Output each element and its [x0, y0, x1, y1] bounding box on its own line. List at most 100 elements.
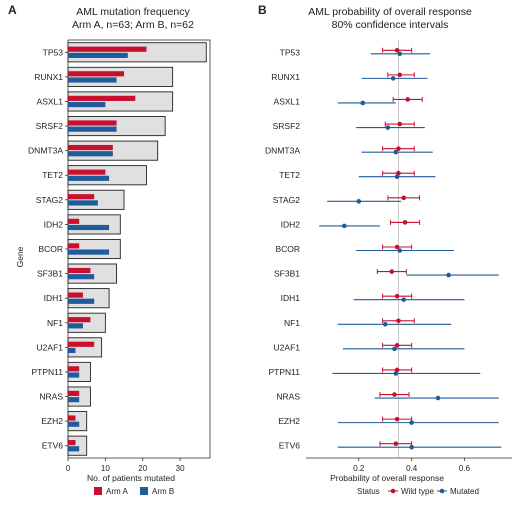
- arm-a-bar: [68, 292, 83, 298]
- mutated-point: [409, 420, 414, 425]
- total-bar: [67, 386, 91, 407]
- arm-b-bar: [68, 347, 76, 354]
- gene-label: NF1: [284, 318, 300, 328]
- arm-a-bar: [68, 243, 80, 249]
- arm-a-bar: [68, 218, 80, 224]
- gene-label: PTPN11: [269, 367, 301, 377]
- arm-a-bar: [68, 169, 106, 175]
- total-bar: [67, 42, 207, 63]
- wild-type-point: [394, 367, 400, 373]
- arm-b-bar: [68, 372, 80, 378]
- panel-a-label: A: [8, 3, 17, 17]
- gene-label: NRAS: [276, 392, 300, 402]
- wild-type-point: [393, 441, 399, 447]
- gene-label: IDH2: [44, 219, 64, 229]
- arm-b-bar: [68, 101, 106, 108]
- arm-a-bar: [68, 194, 95, 200]
- panel-a-title: AML mutation frequency: [76, 6, 190, 18]
- x-tick-label: 30: [176, 464, 185, 473]
- total-bar: [67, 214, 121, 235]
- arm-b-bar: [68, 52, 128, 58]
- legend-arm-b-swatch: [140, 487, 148, 495]
- arm-b-bar: [68, 175, 110, 181]
- arm-b-bar: [68, 200, 98, 206]
- gene-label: PTPN11: [32, 367, 64, 377]
- arm-a-bar: [68, 415, 76, 421]
- gene-label: ASXL1: [37, 96, 64, 106]
- wild-type-point: [396, 146, 401, 151]
- legend-title: Status: [357, 487, 380, 496]
- total-bar: [67, 361, 91, 382]
- gene-label: EZH2: [41, 416, 63, 426]
- mutated-point: [446, 272, 451, 278]
- arm-b-bar: [68, 224, 110, 231]
- mutated-point: [393, 371, 399, 376]
- arm-a-bar: [68, 390, 80, 397]
- gene-label: BCOR: [275, 244, 300, 254]
- x-tick-label: 20: [138, 464, 147, 473]
- wild-type-point: [396, 170, 401, 176]
- arm-b-bar: [68, 77, 117, 83]
- arm-a-bar: [68, 317, 91, 323]
- total-bar: [67, 288, 110, 309]
- total-bar: [67, 337, 103, 358]
- x-tick-label: 0.6: [459, 464, 471, 473]
- gene-label: IDH2: [281, 219, 301, 229]
- gene-label: TET2: [279, 170, 300, 180]
- gene-label: SF3B1: [274, 269, 300, 279]
- mutated-point: [382, 321, 388, 327]
- mutated-point: [393, 149, 399, 155]
- panel-a-subtitle: Arm A, n=63; Arm B, n=62: [72, 19, 194, 31]
- arm-a-bar: [68, 440, 76, 446]
- arm-a-bar: [68, 366, 80, 372]
- gene-label: RUNX1: [34, 72, 63, 82]
- wild-type-point: [397, 121, 403, 127]
- wild-type-point: [392, 392, 397, 397]
- mutated-point: [360, 100, 366, 106]
- gene-label: NF1: [47, 318, 63, 328]
- panel-a-xlabel: No. of patients mutated: [87, 473, 175, 483]
- mutated-point: [409, 444, 414, 450]
- wild-type-point: [397, 72, 403, 78]
- total-bar: [67, 238, 121, 260]
- gene-label: U2AF1: [274, 342, 301, 352]
- gene-label: BCOR: [38, 244, 63, 254]
- mutated-point: [390, 76, 396, 81]
- gene-label: EZH2: [278, 416, 300, 426]
- wild-type-point: [401, 195, 407, 201]
- arm-a-bar: [68, 95, 136, 101]
- total-bar: [67, 312, 106, 333]
- arm-b-bar: [68, 151, 113, 157]
- arm-b-bar: [68, 397, 80, 403]
- gene-label: SRSF2: [36, 121, 64, 131]
- gene-label: STAG2: [273, 195, 301, 205]
- gene-label: IDH1: [281, 293, 301, 303]
- gene-label: SRSF2: [273, 121, 301, 131]
- x-tick-label: 0: [66, 464, 71, 473]
- panel-a-ylabel: Gene: [15, 246, 25, 267]
- gene-label: TP53: [280, 47, 301, 57]
- gene-label: TP53: [43, 47, 64, 57]
- arm-b-bar: [68, 249, 110, 255]
- gene-label: ETV6: [42, 441, 64, 451]
- arm-b-bar: [68, 274, 95, 280]
- mutated-point: [401, 297, 407, 302]
- x-tick-label: 0.4: [406, 464, 418, 473]
- arm-b-bar: [68, 298, 95, 304]
- panel-b-subtitle: 80% confidence intervals: [332, 19, 449, 31]
- gene-label: TET2: [42, 170, 63, 180]
- gene-label: DNMT3A: [265, 146, 300, 156]
- legend-arm-a-label: Arm A: [106, 487, 128, 496]
- arm-a-bar: [68, 267, 91, 274]
- gene-label: STAG2: [36, 195, 64, 205]
- mutated-point: [397, 248, 403, 253]
- legend-wild-type-label: Wild type: [401, 487, 434, 496]
- arm-b-bar: [68, 446, 80, 452]
- wild-type-point: [405, 97, 410, 102]
- total-bar: [67, 91, 174, 112]
- gene-label: NRAS: [39, 392, 63, 402]
- legend-mutated-label: Mutated: [450, 487, 479, 496]
- total-bar: [67, 165, 147, 186]
- gene-label: RUNX1: [271, 72, 300, 82]
- arm-a-bar: [68, 120, 117, 126]
